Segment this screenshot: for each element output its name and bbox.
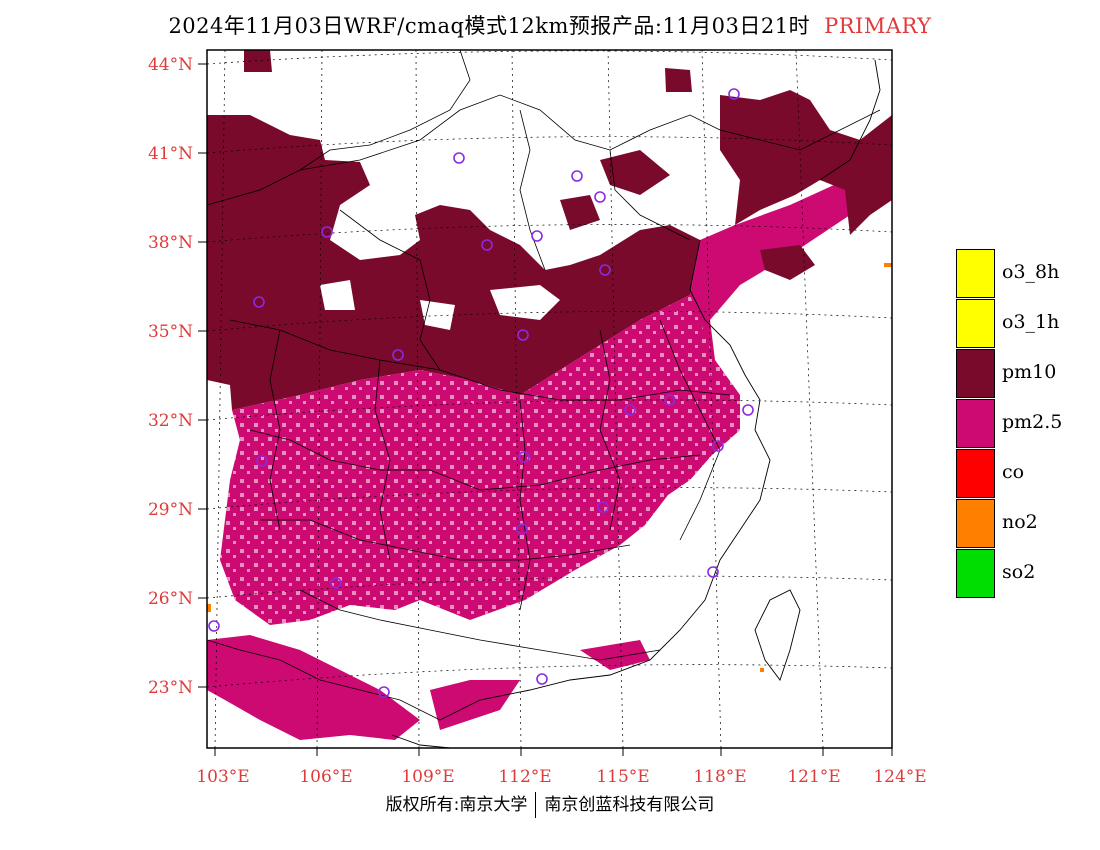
graticule [207,50,892,748]
footer-separator [535,792,537,818]
legend-label: o3_1h [1002,311,1060,333]
legend-item-pm10: pm10 [956,349,1076,399]
lon-label: 109°E [401,767,454,787]
legend-swatch [956,449,995,498]
legend-swatch [956,499,995,548]
legend-swatch [956,399,995,448]
coastline [391,59,881,748]
map-frame [206,49,893,749]
lon-label: 124°E [873,767,926,787]
lon-label: 103°E [196,767,249,787]
lat-label: 26°N [148,589,193,609]
pm10-holes [320,280,560,330]
city-markers [208,88,754,698]
legend-item-o3-1h: o3_1h [956,299,1076,349]
axis-ticks [198,63,893,756]
lat-label: 35°N [148,322,193,342]
pm25-speckle [220,295,740,625]
legend: o3_8h o3_1h pm10 pm2.5 co no2 so2 [956,249,1076,599]
latitude-labels: 44°N 41°N 38°N 35°N 32°N 29°N 26°N 23°N [148,55,193,698]
legend-label: no2 [1002,511,1038,533]
legend-item-co: co [956,449,1076,499]
lat-label: 32°N [148,411,193,431]
lon-label: 115°E [596,767,649,787]
legend-label: so2 [1002,561,1036,583]
copyright-footer: 版权所有:南京大学 南京创蓝科技有限公司 [0,790,1100,818]
boundary-lines [207,50,881,721]
legend-swatch [956,349,995,398]
copyright-right: 南京创蓝科技有限公司 [544,795,715,815]
legend-swatch [956,249,995,298]
legend-label: o3_8h [1002,261,1060,283]
no2-patches [207,263,892,672]
pm10-region [207,50,892,410]
lat-label: 29°N [148,500,193,520]
lat-label: 38°N [148,233,193,253]
title-text: 2024年11月03日WRF/cmaq模式12km预报产品:11月03日21时 [168,14,811,38]
map-title: 2024年11月03日WRF/cmaq模式12km预报产品:11月03日21时 P… [0,10,1100,40]
legend-item-o3-8h: o3_8h [956,249,1076,299]
longitude-labels: 103°E 106°E 109°E 112°E 115°E 118°E 121°… [196,767,926,787]
lon-label: 121°E [787,767,840,787]
legend-label: co [1002,461,1025,483]
lat-label: 23°N [148,678,193,698]
legend-swatch [956,299,995,348]
legend-item-so2: so2 [956,549,1076,599]
legend-item-no2: no2 [956,499,1076,549]
legend-item-pm25: pm2.5 [956,399,1076,449]
lat-label: 41°N [148,144,193,164]
copyright-left: 版权所有:南京大学 [385,795,528,815]
lon-label: 112°E [498,767,551,787]
legend-label: pm10 [1002,361,1057,383]
lon-label: 106°E [299,767,352,787]
primary-badge: PRIMARY [824,14,932,38]
lat-label: 44°N [148,55,193,75]
legend-swatch [956,549,995,598]
map-plot-area [207,50,892,748]
legend-label: pm2.5 [1002,411,1063,433]
lon-label: 118°E [693,767,746,787]
